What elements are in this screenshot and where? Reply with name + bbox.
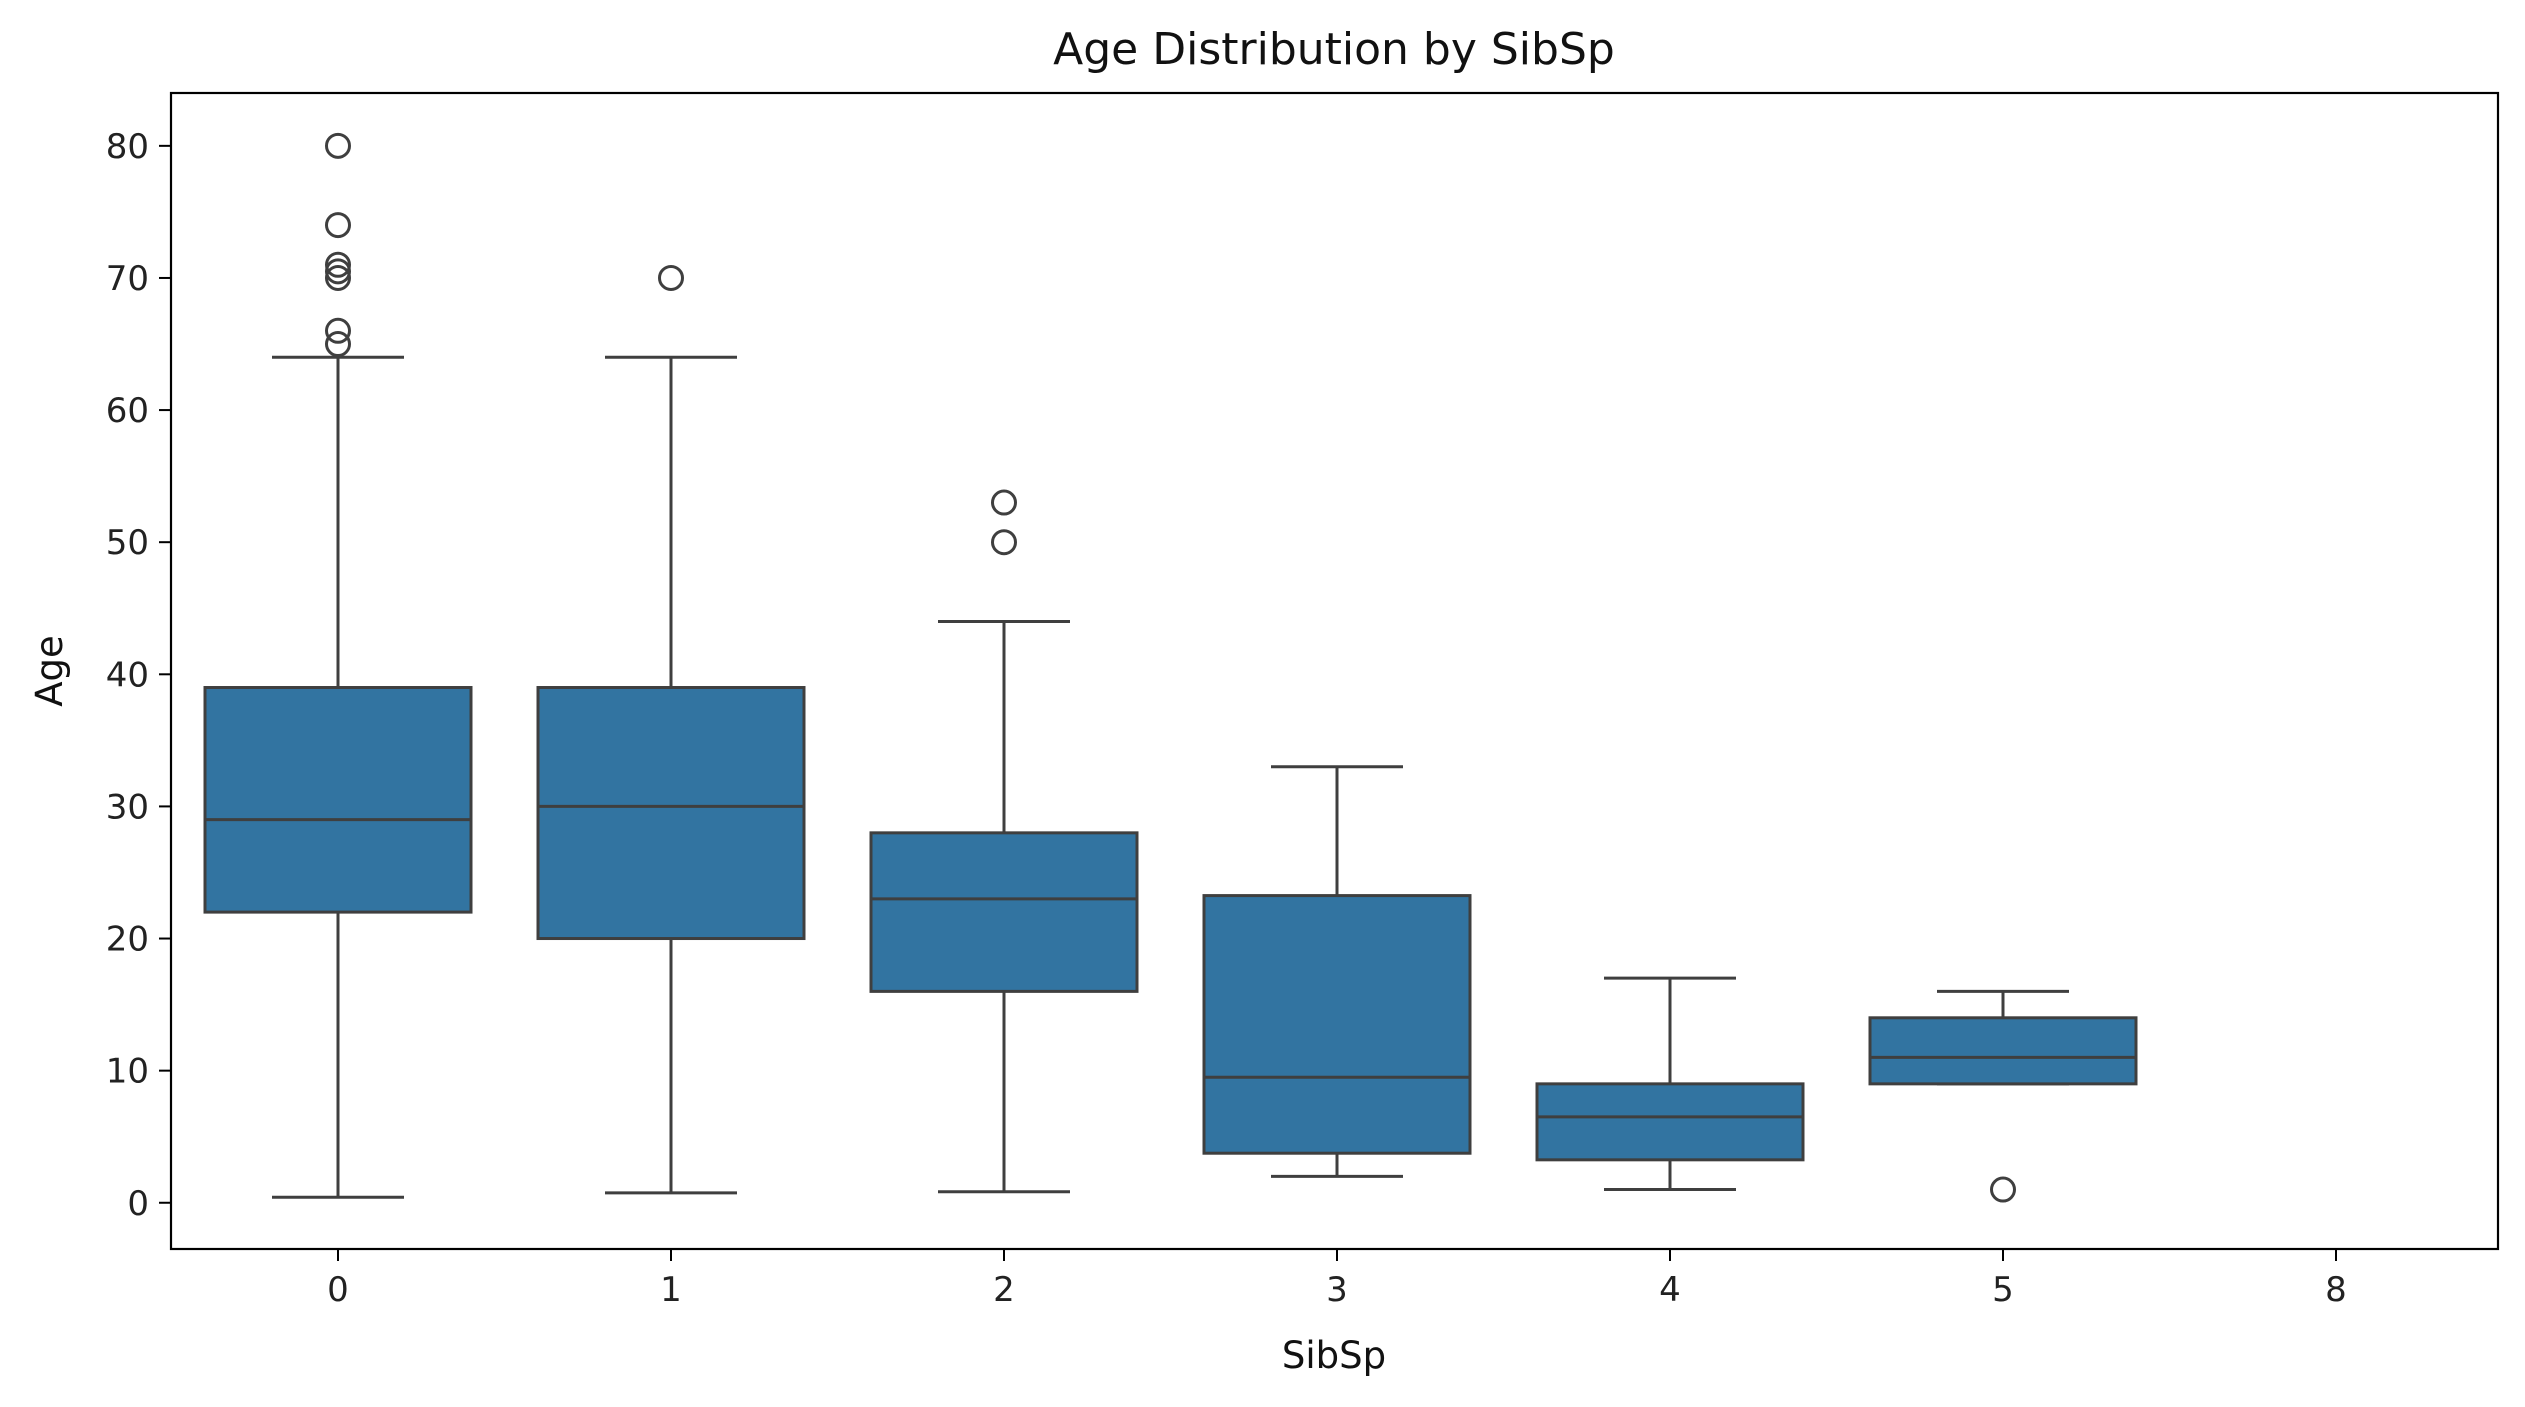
iqr-box xyxy=(1868,1016,2138,1086)
y-tick-label: 0 xyxy=(127,1184,149,1224)
iqr-box xyxy=(1202,894,1472,1155)
outlier-point xyxy=(325,264,351,291)
box-group-2 xyxy=(869,489,1139,1194)
y-tick-label: 20 xyxy=(106,920,149,960)
y-tick-label: 10 xyxy=(106,1052,149,1092)
outlier-point xyxy=(1990,1176,2016,1203)
outlier-point xyxy=(658,264,684,291)
box-group-3 xyxy=(1202,765,1472,1178)
y-axis-title: Age xyxy=(28,635,71,707)
x-tick-label: 8 xyxy=(2325,1270,2347,1310)
outlier-point xyxy=(991,529,1017,556)
outlier-point xyxy=(325,212,351,239)
outlier-point xyxy=(325,317,351,344)
iqr-box xyxy=(869,831,1139,993)
y-tick-label: 60 xyxy=(106,391,149,431)
y-tick-label: 30 xyxy=(106,787,149,827)
x-tick-label: 3 xyxy=(1326,1270,1348,1310)
y-tick-label: 50 xyxy=(106,523,149,563)
x-tick-label: 2 xyxy=(993,1270,1015,1310)
box-group-0 xyxy=(203,132,473,1199)
outlier-point xyxy=(991,489,1017,516)
x-axis: 0 1 2 3 4 5 8 xyxy=(327,1249,2347,1310)
y-tick-label: 80 xyxy=(106,127,149,167)
x-tick-label: 0 xyxy=(327,1270,349,1310)
box-group-1 xyxy=(536,264,806,1195)
box-group-5 xyxy=(1868,989,2138,1203)
plot-area xyxy=(169,91,2500,1251)
box-group-4 xyxy=(1535,976,1805,1192)
x-axis-title: SibSp xyxy=(1282,1334,1386,1377)
iqr-box xyxy=(203,686,473,914)
outlier-point xyxy=(325,258,351,285)
y-tick-label: 70 xyxy=(106,259,149,299)
x-tick-label: 4 xyxy=(1659,1270,1681,1310)
outlier-point xyxy=(325,132,351,159)
y-axis: 0 10 20 30 40 50 60 70 80 xyxy=(106,127,171,1224)
y-tick-label: 40 xyxy=(106,655,149,695)
chart-title: Age Distribution by SibSp xyxy=(1053,24,1615,75)
x-tick-label: 1 xyxy=(660,1270,682,1310)
iqr-box xyxy=(536,686,806,941)
outlier-point xyxy=(325,251,351,278)
x-tick-label: 5 xyxy=(1992,1270,2014,1310)
iqr-box xyxy=(1535,1082,1805,1162)
outlier-point xyxy=(325,331,351,358)
box-series xyxy=(203,132,2138,1203)
